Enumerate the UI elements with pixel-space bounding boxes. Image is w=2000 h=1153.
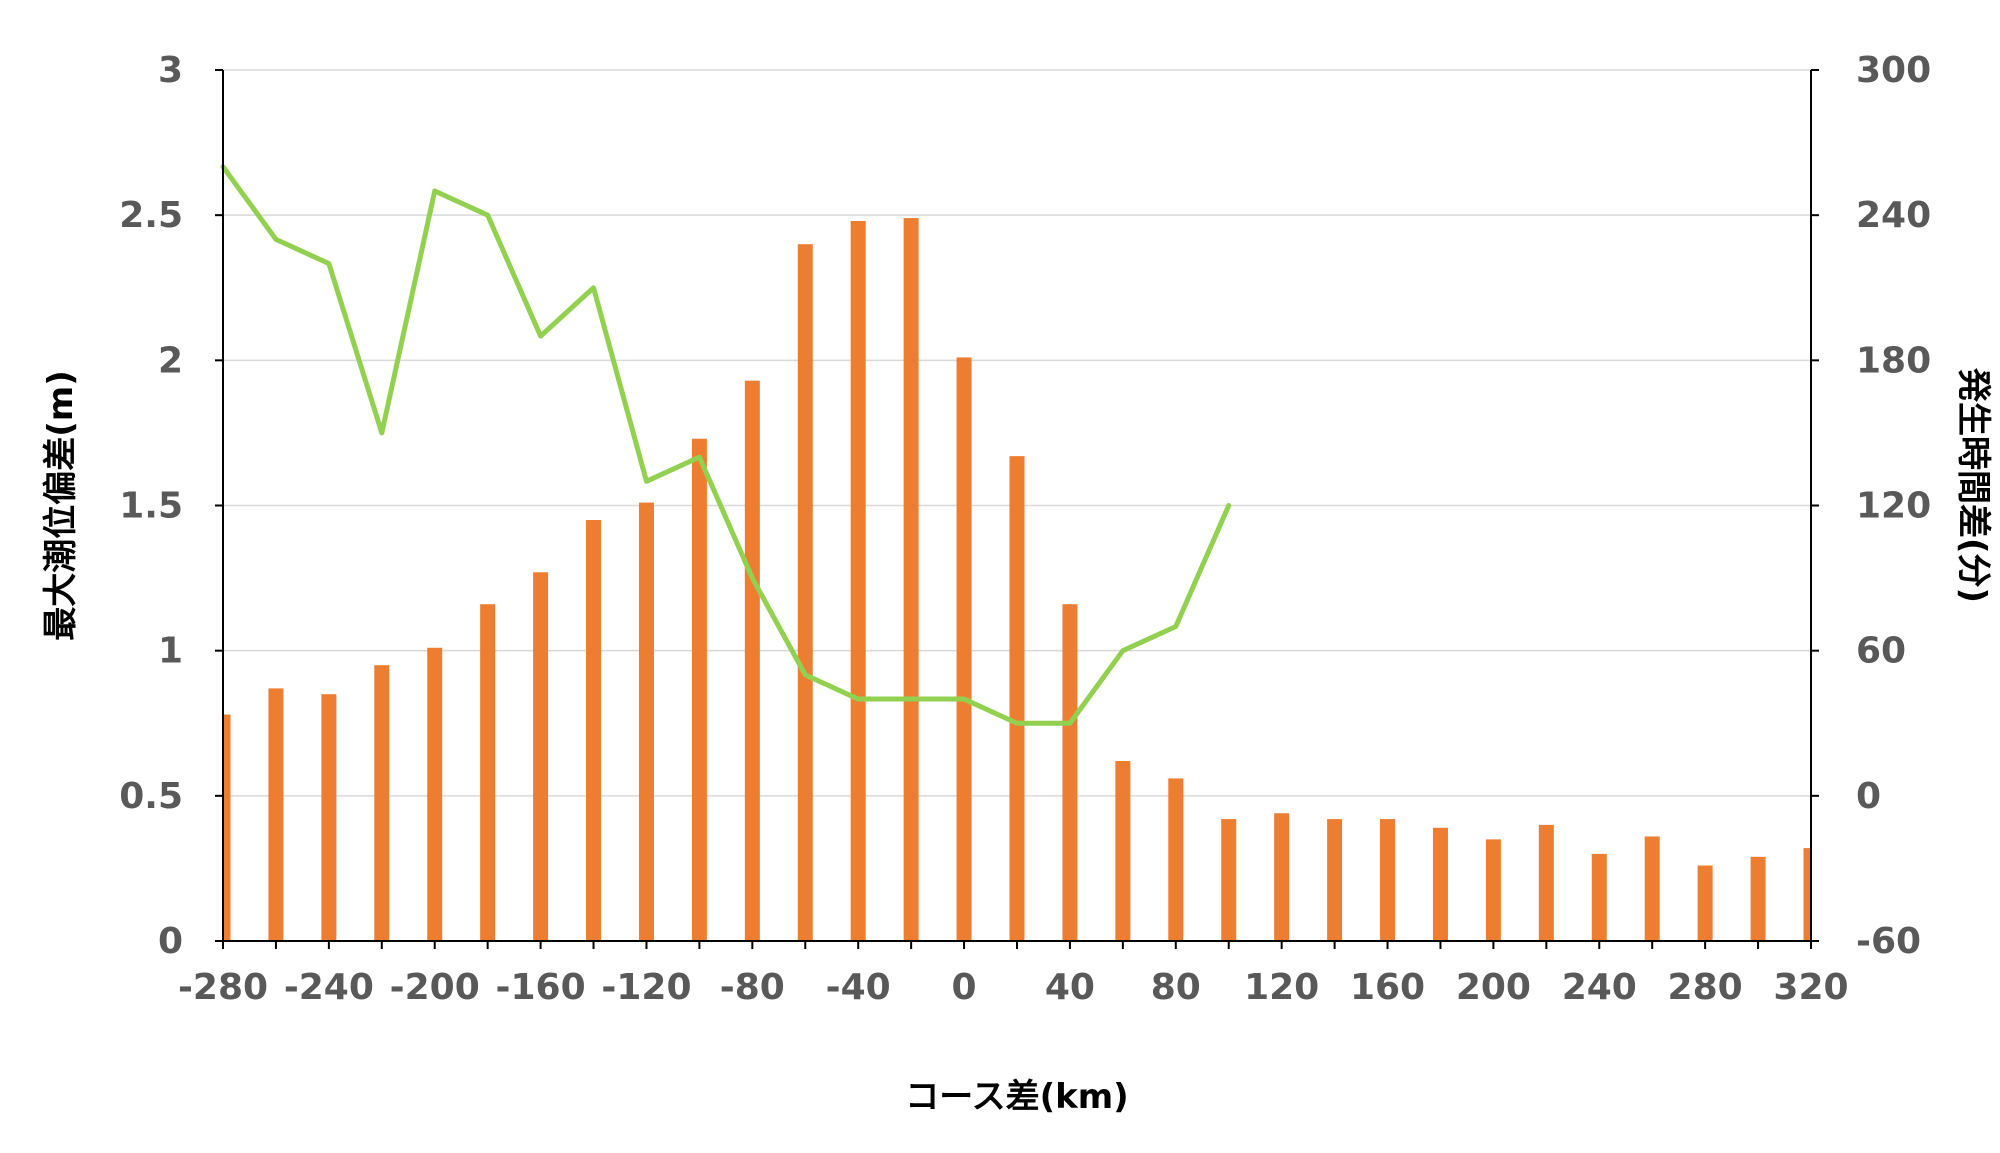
y-left-tick-label: 1.5 <box>119 486 183 527</box>
y-left-tick-label: 2.5 <box>119 195 183 236</box>
y-right-tick-label: 180 <box>1856 340 1931 381</box>
x-tick-label: 280 <box>1668 967 1743 1008</box>
y-right-tick-label: -60 <box>1856 921 1921 962</box>
bar <box>1168 778 1184 941</box>
y-left-tick-label: 2 <box>158 340 183 381</box>
bar <box>1697 865 1713 941</box>
bar <box>850 220 866 941</box>
bar <box>744 380 760 941</box>
y-right-tick-label: 0 <box>1856 776 1881 817</box>
bar <box>586 520 602 941</box>
bar <box>1432 827 1448 941</box>
y-right-tick-label: 300 <box>1856 50 1931 91</box>
bar <box>1062 604 1078 941</box>
x-tick-label: 40 <box>1045 967 1095 1008</box>
x-tick-label: -200 <box>390 967 480 1008</box>
line-series-time-difference <box>220 164 1232 726</box>
bar <box>1221 819 1237 941</box>
bar <box>268 688 284 941</box>
bar <box>1009 456 1025 941</box>
bar <box>427 647 443 941</box>
x-tick-label: 80 <box>1151 967 1201 1008</box>
bar <box>321 694 337 941</box>
bar <box>1591 853 1607 941</box>
bar <box>903 218 919 941</box>
x-axis-title: コース差(km) <box>905 1077 1128 1117</box>
bar <box>480 604 496 941</box>
x-tick-label: 320 <box>1773 967 1848 1008</box>
y-left-tick-label: 0.5 <box>119 776 183 817</box>
bar <box>956 357 972 941</box>
x-tick-label: 240 <box>1562 967 1637 1008</box>
y-axis-left-title: 最大潮位偏差(m) <box>41 370 81 641</box>
bar <box>638 502 654 941</box>
bar <box>1115 760 1131 941</box>
y-left-tick-label: 3 <box>158 50 183 91</box>
bar-series-max-tide-deviation <box>223 218 1811 941</box>
x-tick-label: -280 <box>178 967 268 1008</box>
x-tick-label: -120 <box>601 967 691 1008</box>
bar <box>533 572 549 941</box>
bar <box>691 438 707 941</box>
series-line <box>220 164 1232 726</box>
bar <box>1803 848 1811 941</box>
bar <box>1485 839 1501 941</box>
axes <box>215 69 1819 949</box>
y-right-tick-label: 60 <box>1856 631 1906 672</box>
bar <box>374 665 390 941</box>
x-tick-label: -40 <box>826 967 891 1008</box>
x-tick-label: -80 <box>720 967 785 1008</box>
x-tick-label: 200 <box>1456 967 1531 1008</box>
y-right-tick-label: 240 <box>1856 195 1931 236</box>
bar <box>1274 813 1290 941</box>
bar <box>1644 836 1660 941</box>
bar <box>1327 819 1343 941</box>
y-axis-right-title: 発生時間差(分) <box>1953 368 1993 603</box>
bar <box>797 244 813 941</box>
x-tick-label: 160 <box>1350 967 1425 1008</box>
y-left-tick-label: 0 <box>158 921 183 962</box>
x-tick-label: -240 <box>284 967 374 1008</box>
x-tick-label: 120 <box>1244 967 1319 1008</box>
bar <box>1750 856 1766 941</box>
x-tick-label: -160 <box>496 967 586 1008</box>
y-left-tick-label: 1 <box>158 631 183 672</box>
x-tick-label: 0 <box>952 967 977 1008</box>
bar <box>1380 819 1396 941</box>
bar <box>1538 824 1554 941</box>
y-right-tick-label: 120 <box>1856 486 1931 527</box>
bar <box>223 714 231 941</box>
